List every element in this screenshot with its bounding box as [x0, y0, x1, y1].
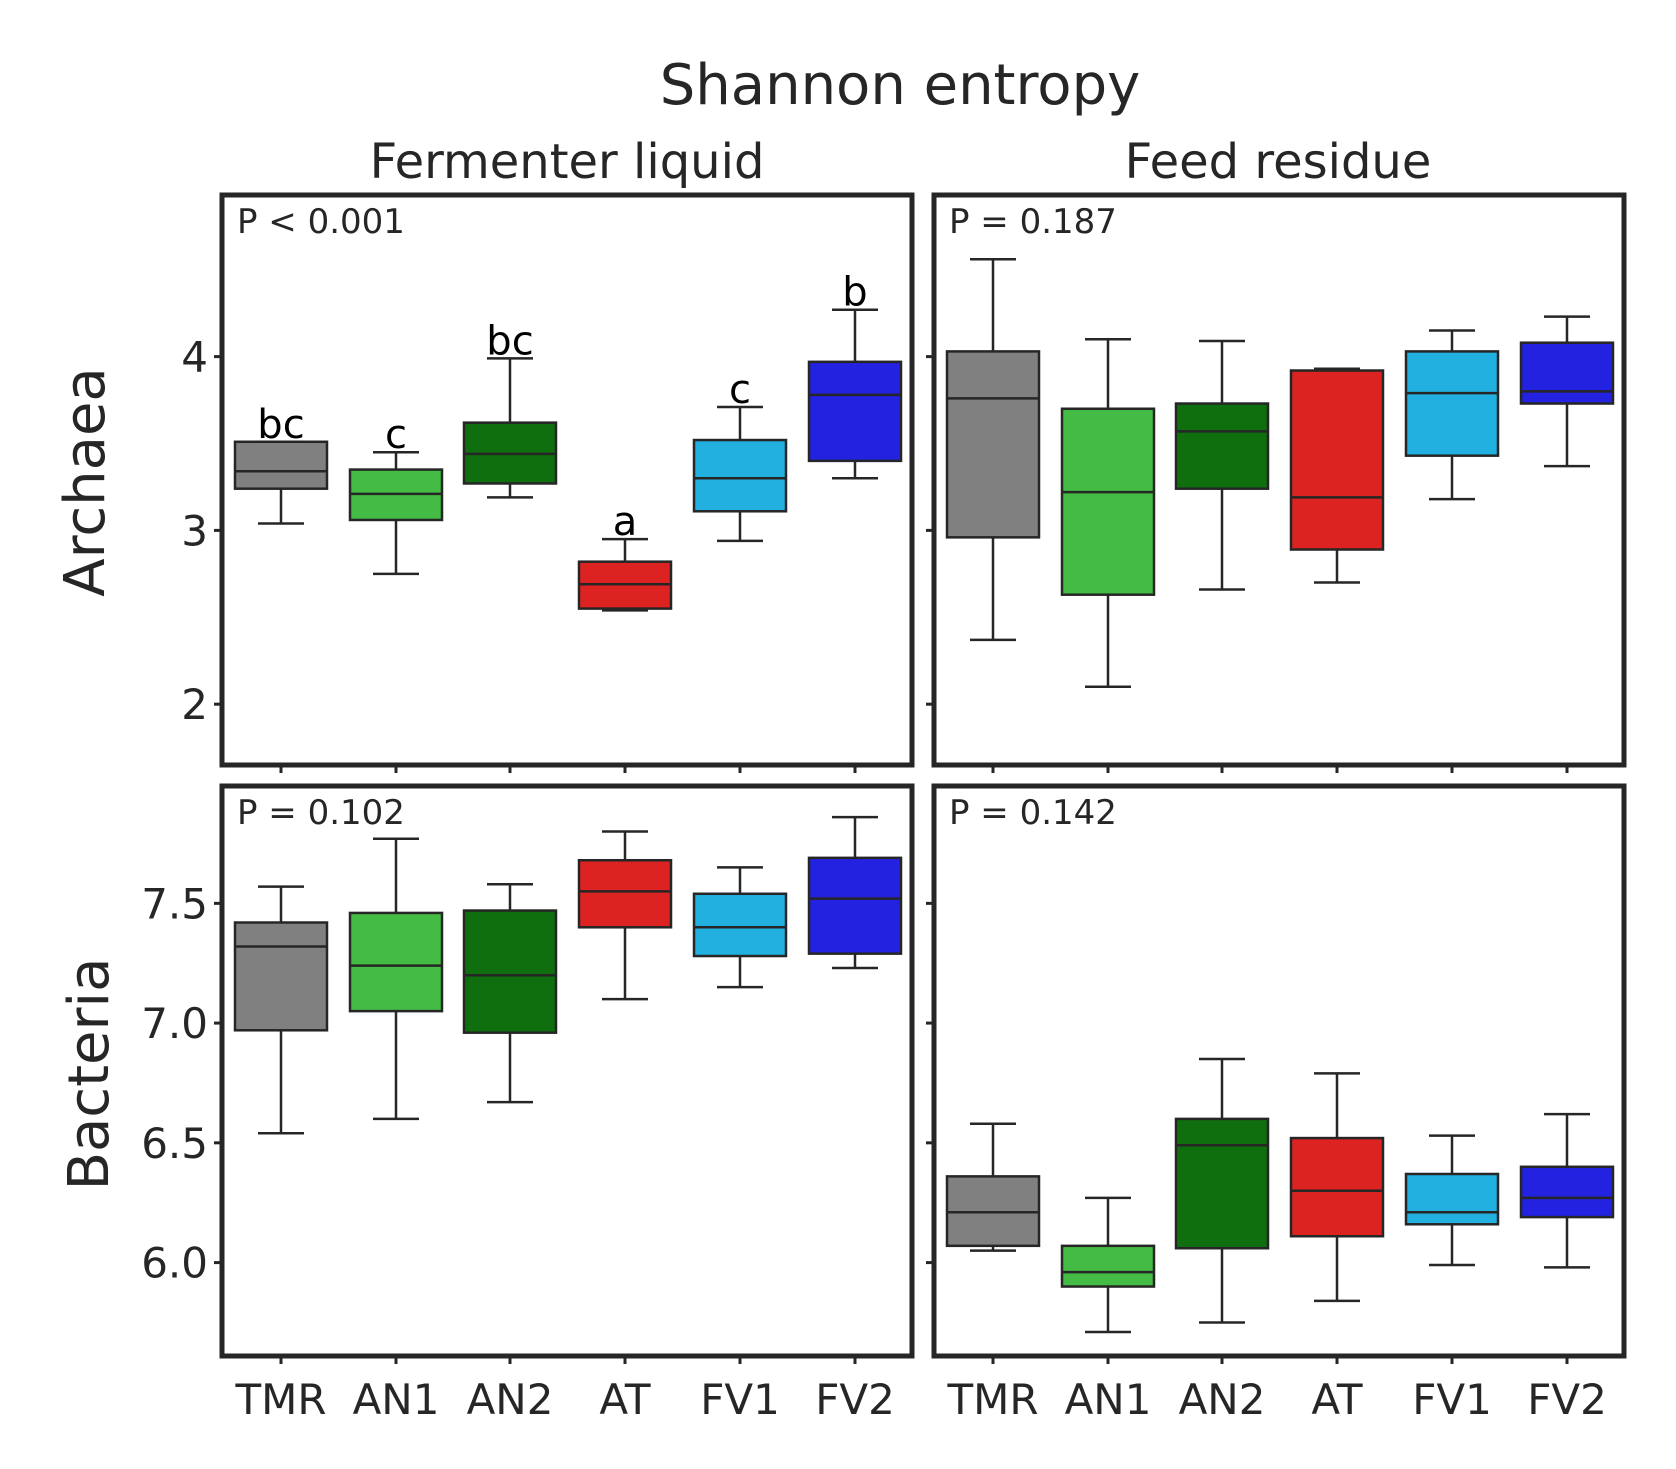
box-an2: bc [462, 318, 558, 499]
box-fv1 [1404, 329, 1500, 501]
significance-letter: b [842, 270, 867, 316]
iqr-box [577, 858, 673, 929]
y-tick-label: 3 [181, 506, 208, 555]
panel-frame [219, 192, 915, 768]
iqr-box [1289, 1136, 1385, 1238]
box-fv1 [692, 866, 788, 989]
box-tmr [945, 1122, 1041, 1252]
x-tick-label: AN2 [1179, 1375, 1266, 1424]
x-tick-label: AT [599, 1375, 650, 1424]
box-tmr: bc [233, 402, 329, 525]
panel-bacteria-feed-residue: TMR AN1 AN2 AT FV1 FV2 P = 0.142 [926, 783, 1627, 1424]
panel-bacteria-fermenter-liquid: 6.0 6.5 7.0 7.5 TMR AN1 AN2 AT FV1 FV2 P = 0.102 [141, 783, 915, 1424]
x-tick-label: AN1 [353, 1375, 440, 1424]
x-tick-label: TMR [946, 1375, 1038, 1424]
significance-letter: bc [257, 402, 304, 448]
box-tmr [233, 885, 329, 1135]
panel-archaea-fermenter-liquid: 2 3 4 bc c bc a c b P < 0.001 [181, 192, 915, 773]
iqr-box [692, 892, 788, 958]
iqr-box [1174, 1117, 1270, 1250]
significance-letter: a [613, 499, 638, 545]
x-tick-label: AN1 [1065, 1375, 1152, 1424]
iqr-box [233, 921, 329, 1032]
y-tick-label: 6.0 [141, 1239, 208, 1288]
box-at [577, 830, 673, 1001]
column-title-feed-residue: Feed residue [1125, 134, 1432, 190]
row-label-archaea: Archaea [53, 367, 118, 596]
p-value-label: P = 0.102 [237, 793, 405, 833]
y-tick-label: 7.5 [141, 879, 208, 928]
iqr-box [1519, 341, 1615, 405]
x-tick-label: AT [1311, 1375, 1362, 1424]
panel-frame [931, 192, 1627, 768]
box-at [1289, 367, 1385, 584]
iqr-box [462, 909, 558, 1034]
y-tick-label: 6.5 [141, 1119, 208, 1168]
y-tick-label: 4 [181, 333, 208, 382]
iqr-box [945, 350, 1041, 539]
x-tick-label: TMR [234, 1375, 326, 1424]
iqr-box [1404, 1172, 1500, 1226]
y-tick-label: 2 [181, 680, 208, 729]
iqr-box [692, 438, 788, 513]
iqr-box [1404, 350, 1500, 457]
iqr-box [807, 360, 903, 463]
iqr-box [1289, 369, 1385, 551]
panel-frame [931, 783, 1627, 1359]
box-an1 [1060, 1196, 1156, 1334]
box-fv2: b [807, 270, 903, 480]
box-an2 [1174, 339, 1270, 591]
x-tick-label: FV2 [815, 1375, 895, 1424]
p-value-label: P < 0.001 [237, 202, 405, 242]
panel-archaea-feed-residue: P = 0.187 [926, 192, 1627, 773]
significance-letter: c [729, 367, 751, 413]
panel-frame [219, 783, 915, 1359]
iqr-box [1060, 407, 1156, 596]
box-fv2 [1519, 315, 1615, 468]
iqr-box [348, 911, 444, 1013]
figure-title: Shannon entropy [660, 53, 1141, 118]
box-an1: c [348, 412, 444, 576]
box-tmr [945, 258, 1041, 642]
box-fv2 [1519, 1112, 1615, 1269]
box-an2 [462, 882, 558, 1104]
column-title-fermenter-liquid: Fermenter liquid [370, 134, 765, 190]
box-at [1289, 1072, 1385, 1303]
significance-letter: bc [486, 318, 533, 364]
box-fv1 [1404, 1134, 1500, 1267]
significance-letter: c [385, 412, 407, 458]
iqr-box [807, 856, 903, 955]
box-fv1: c [692, 367, 788, 543]
box-at: a [577, 499, 673, 612]
p-value-label: P = 0.142 [949, 793, 1117, 833]
row-label-bacteria: Bacteria [57, 958, 122, 1191]
box-an1 [1060, 337, 1156, 689]
iqr-box [1174, 402, 1270, 490]
iqr-box [233, 440, 329, 490]
box-an1 [348, 837, 444, 1121]
x-tick-label: FV1 [700, 1375, 780, 1424]
box-an2 [1174, 1057, 1270, 1324]
iqr-box [1519, 1165, 1615, 1219]
x-tick-label: AN2 [467, 1375, 554, 1424]
y-tick-label: 7.0 [141, 999, 208, 1048]
p-value-label: P = 0.187 [949, 202, 1117, 242]
iqr-box [1060, 1244, 1156, 1288]
x-tick-label: FV1 [1412, 1375, 1492, 1424]
x-tick-label: FV2 [1527, 1375, 1607, 1424]
box-fv2 [807, 815, 903, 970]
